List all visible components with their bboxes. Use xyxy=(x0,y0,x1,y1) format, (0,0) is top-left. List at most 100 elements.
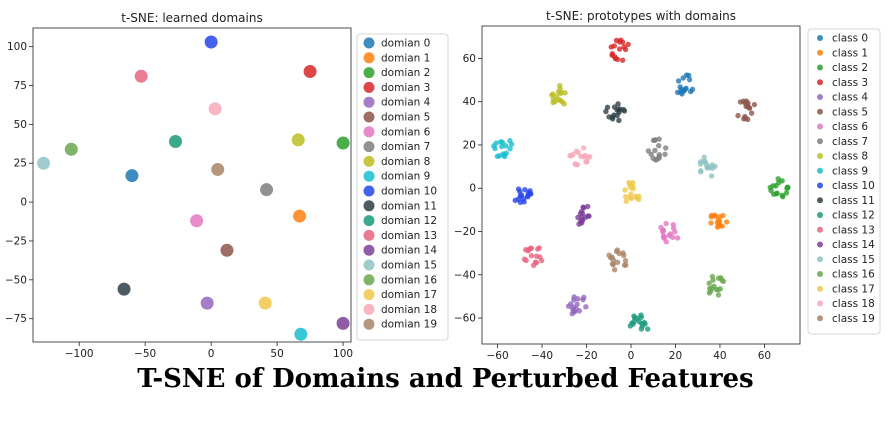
data-point xyxy=(773,191,779,197)
legend-marker xyxy=(363,81,375,93)
legend-marker xyxy=(363,67,375,79)
legend-marker xyxy=(363,289,375,301)
y-tick-label: −50 xyxy=(5,274,27,286)
data-point xyxy=(576,221,582,227)
legend-marker xyxy=(363,37,375,49)
legend-label: domian 8 xyxy=(381,156,430,168)
legend-marker xyxy=(363,200,375,212)
data-point xyxy=(580,154,586,160)
data-point xyxy=(780,193,786,200)
data-point xyxy=(683,85,689,92)
data-point xyxy=(717,214,723,220)
data-point xyxy=(662,151,668,157)
cluster-class-15 xyxy=(697,154,718,179)
data-point xyxy=(499,143,505,150)
legend-label: class 19 xyxy=(832,313,875,325)
legend-marker xyxy=(817,64,823,71)
data-point xyxy=(686,76,693,83)
data-point xyxy=(741,116,747,122)
legend-marker xyxy=(817,49,823,56)
y-tick-label: 40 xyxy=(463,96,476,108)
data-point xyxy=(616,46,623,52)
data-point xyxy=(612,54,618,60)
data-point xyxy=(579,214,585,221)
legend-marker xyxy=(363,141,375,153)
legend-label: domian 10 xyxy=(381,186,437,198)
legend-marker xyxy=(363,126,375,138)
data-point xyxy=(507,138,513,144)
legend-marker xyxy=(363,96,375,108)
x-tick-label: −20 xyxy=(575,350,597,362)
legend-marker xyxy=(817,108,823,115)
legend-marker xyxy=(817,285,823,292)
legend-label: domian 4 xyxy=(381,97,431,109)
legend-label: class 18 xyxy=(832,298,875,310)
legend-marker xyxy=(363,303,375,315)
data-point xyxy=(751,101,758,108)
data-point xyxy=(622,193,629,200)
cluster-class-9 xyxy=(491,138,515,160)
cluster-class-5 xyxy=(735,98,758,123)
legend-marker xyxy=(817,212,823,218)
legend-label: domian 7 xyxy=(381,141,430,153)
data-point xyxy=(37,156,51,170)
data-point xyxy=(200,296,214,310)
legend-label: class 0 xyxy=(832,33,868,45)
legend-marker xyxy=(817,35,823,41)
data-point xyxy=(522,186,528,193)
legend-label: domian 3 xyxy=(381,82,430,94)
legend-label: domian 0 xyxy=(381,38,430,50)
y-tick-label: 60 xyxy=(463,53,476,65)
data-point xyxy=(570,151,576,157)
legend-marker xyxy=(363,170,375,182)
legend-marker xyxy=(817,256,823,263)
data-point xyxy=(670,221,676,228)
cluster-class-7 xyxy=(645,136,669,163)
cluster-class-10 xyxy=(512,186,534,205)
legend-marker xyxy=(817,167,823,174)
y-tick-label: 25 xyxy=(14,158,27,170)
data-point xyxy=(557,82,563,89)
legend-label: class 15 xyxy=(832,254,875,266)
data-point xyxy=(523,257,529,264)
data-point xyxy=(623,262,629,268)
data-point xyxy=(641,319,647,326)
y-tick-label: −75 xyxy=(5,313,27,325)
legend-marker xyxy=(363,111,375,123)
legend-label: domian 13 xyxy=(381,230,437,242)
legend-label: domian 1 xyxy=(381,52,430,64)
y-tick-label: −25 xyxy=(5,235,27,247)
data-point xyxy=(603,108,609,115)
data-point xyxy=(260,183,274,197)
legend-marker xyxy=(817,182,823,189)
data-point xyxy=(706,285,713,292)
legend-label: class 9 xyxy=(832,165,868,177)
data-point xyxy=(775,176,781,182)
data-point xyxy=(616,39,623,45)
cluster-class-11 xyxy=(603,101,628,124)
x-tick-label: −50 xyxy=(134,348,156,360)
data-point xyxy=(521,199,527,205)
legend-label: class 8 xyxy=(832,151,868,163)
data-point xyxy=(701,154,707,160)
legend-label: class 12 xyxy=(832,210,875,222)
legend-label: domian 18 xyxy=(381,304,437,316)
data-point xyxy=(623,198,629,204)
data-point xyxy=(512,197,518,204)
data-point xyxy=(258,296,272,310)
data-point xyxy=(675,78,682,84)
data-point xyxy=(620,106,627,113)
data-point xyxy=(583,304,589,310)
data-point xyxy=(697,158,704,165)
data-point xyxy=(661,235,667,241)
cluster-class-16 xyxy=(706,273,727,298)
legend-marker xyxy=(363,155,375,167)
legend-label: class 5 xyxy=(832,106,868,118)
data-point xyxy=(580,145,587,151)
data-point xyxy=(706,280,712,286)
data-point xyxy=(503,143,509,149)
data-point xyxy=(710,277,716,283)
data-point xyxy=(650,137,657,144)
data-point xyxy=(498,139,504,145)
